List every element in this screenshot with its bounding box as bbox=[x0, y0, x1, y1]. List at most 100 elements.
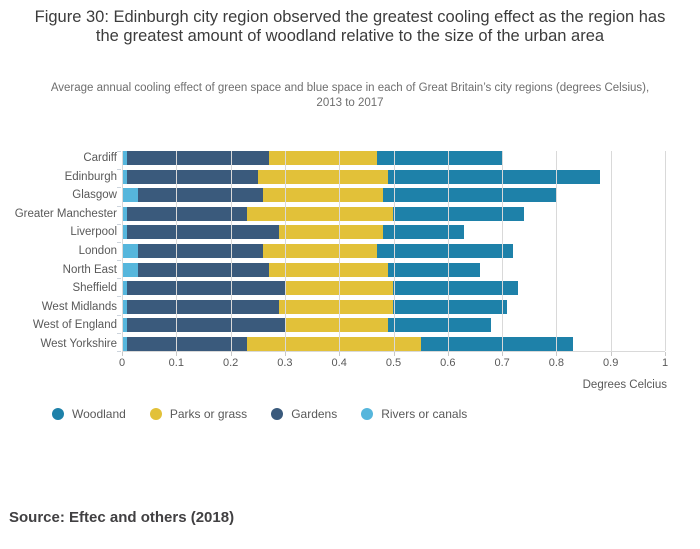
category-label-sheffield: Sheffield bbox=[72, 282, 117, 295]
x-tick-label: 0.3 bbox=[277, 357, 293, 369]
bar-segment-woodland bbox=[393, 206, 524, 221]
x-tick-mark bbox=[665, 352, 666, 356]
x-tick-label: 0.7 bbox=[494, 357, 510, 369]
bar-row-liverpool bbox=[122, 225, 665, 240]
category-tick bbox=[117, 314, 121, 316]
bar-row-west-midlands bbox=[122, 299, 665, 314]
bar-segment-rivers-or-canals bbox=[122, 151, 128, 165]
category-tick bbox=[117, 260, 121, 262]
bar-segment-parks-or-grass bbox=[268, 262, 389, 277]
bar-segment-rivers-or-canals bbox=[122, 299, 128, 314]
category-tick bbox=[117, 205, 121, 207]
chart: Cardiff Edinburgh Glasgow Greater Mancheste… bbox=[0, 151, 669, 391]
bars bbox=[122, 151, 665, 351]
legend-swatch-parks-or-grass-icon bbox=[149, 408, 162, 420]
bar-segment-gardens bbox=[127, 318, 285, 333]
legend-label: Gardens bbox=[291, 407, 338, 421]
category-tick bbox=[117, 187, 121, 189]
legend-label: Woodland bbox=[72, 407, 126, 421]
bar-segment-parks-or-grass bbox=[263, 188, 383, 203]
legend-swatch-gardens-icon bbox=[271, 408, 284, 420]
bar-segment-parks-or-grass bbox=[279, 299, 394, 314]
bar-segment-woodland bbox=[377, 151, 503, 165]
x-tick-label: 0.4 bbox=[331, 357, 347, 369]
bar-segment-gardens bbox=[127, 206, 247, 221]
category-label-north-east: North East bbox=[62, 263, 117, 276]
x-tick-label: 0.5 bbox=[385, 357, 402, 369]
legend-swatch-woodland-icon bbox=[52, 408, 64, 420]
category-label-cardiff: Cardiff bbox=[83, 152, 117, 164]
bar-row-greater-manchester bbox=[122, 206, 665, 221]
x-axis-line bbox=[122, 351, 665, 352]
figure-subtitle: Average annual cooling effect of green s… bbox=[50, 82, 650, 109]
category-tick bbox=[117, 169, 121, 171]
bar-row-west-yorkshire bbox=[122, 336, 665, 351]
gridline bbox=[393, 151, 395, 351]
figure-title: Figure 30: Edinburgh city region observe… bbox=[34, 8, 666, 46]
x-tick-label: 0.1 bbox=[168, 357, 184, 369]
legend-item-rivers-or-canals: Rivers or canals bbox=[361, 407, 467, 421]
x-tick-mark bbox=[393, 352, 395, 356]
bar-segment-parks-or-grass bbox=[263, 243, 378, 258]
bar-segment-parks-or-grass bbox=[279, 225, 383, 240]
x-tick-label: 0.8 bbox=[548, 357, 565, 369]
bar-segment-gardens bbox=[138, 188, 264, 203]
bar-segment-rivers-or-canals bbox=[122, 188, 139, 203]
bar-row-london bbox=[122, 243, 665, 258]
plot-area bbox=[117, 151, 666, 356]
x-tick-mark bbox=[556, 352, 558, 356]
x-tick-label: 0.2 bbox=[222, 357, 239, 369]
category-tick bbox=[117, 151, 121, 152]
category-label-london: London bbox=[78, 244, 117, 257]
bar-segment-gardens bbox=[127, 336, 247, 351]
legend: Woodland Parks or grass Gardens Rivers or c… bbox=[52, 407, 467, 421]
category-tick bbox=[117, 278, 121, 280]
bar-row-west-of-england bbox=[122, 318, 665, 333]
x-axis-tick-labels: 0 0.1 0.2 0.3 0.4 0.5 0.6 0.7 0.8 0.9 1 bbox=[119, 357, 669, 371]
category-tick bbox=[117, 296, 121, 298]
x-tick-label: 1 bbox=[661, 357, 669, 369]
bar-segment-parks-or-grass bbox=[257, 169, 389, 184]
bar-segment-gardens bbox=[127, 281, 285, 296]
gridline bbox=[339, 151, 341, 351]
bar-segment-rivers-or-canals bbox=[122, 243, 139, 258]
bar-segment-rivers-or-canals bbox=[122, 225, 128, 240]
category-label-glasgow: Glasgow bbox=[72, 189, 117, 202]
bar-segment-parks-or-grass bbox=[246, 206, 394, 221]
bar-row-north-east bbox=[122, 262, 665, 277]
category-tick bbox=[117, 332, 121, 334]
x-tick-mark bbox=[447, 352, 449, 356]
bar-segment-rivers-or-canals bbox=[122, 169, 128, 184]
bar-segment-parks-or-grass bbox=[284, 318, 389, 333]
category-label-edinburgh: Edinburgh bbox=[64, 170, 117, 183]
bar-segment-gardens bbox=[127, 225, 280, 240]
bar-segment-gardens bbox=[127, 151, 269, 165]
gridline bbox=[665, 151, 666, 351]
gridline bbox=[610, 151, 612, 351]
bar-segment-gardens bbox=[127, 299, 280, 314]
bar-segment-parks-or-grass bbox=[246, 336, 421, 351]
legend-label: Parks or grass bbox=[169, 407, 248, 421]
gridline bbox=[230, 151, 232, 351]
bar-segment-woodland bbox=[382, 225, 465, 240]
x-tick-mark bbox=[502, 352, 504, 356]
gridline bbox=[284, 151, 286, 351]
category-label-liverpool: Liverpool bbox=[70, 226, 117, 239]
bar-segment-woodland bbox=[393, 281, 519, 296]
bar-segment-rivers-or-canals bbox=[122, 206, 128, 221]
bar-segment-gardens bbox=[127, 169, 258, 184]
bar-row-edinburgh bbox=[122, 169, 665, 184]
legend-label: Rivers or canals bbox=[381, 407, 468, 421]
category-label-west-yorkshire: West Yorkshire bbox=[40, 337, 118, 350]
gridline bbox=[556, 151, 558, 351]
bar-segment-parks-or-grass bbox=[268, 151, 378, 165]
category-axis: Cardiff Edinburgh Glasgow Greater Mancheste… bbox=[0, 151, 117, 356]
source-note: Source: Eftec and others (2018) bbox=[9, 509, 235, 526]
bar-segment-woodland bbox=[388, 318, 492, 333]
bar-segment-woodland bbox=[377, 243, 513, 258]
bar-row-cardiff bbox=[122, 151, 665, 165]
legend-item-gardens: Gardens bbox=[271, 407, 337, 421]
gridline bbox=[122, 151, 123, 351]
x-tick-label: 0.6 bbox=[440, 357, 456, 369]
